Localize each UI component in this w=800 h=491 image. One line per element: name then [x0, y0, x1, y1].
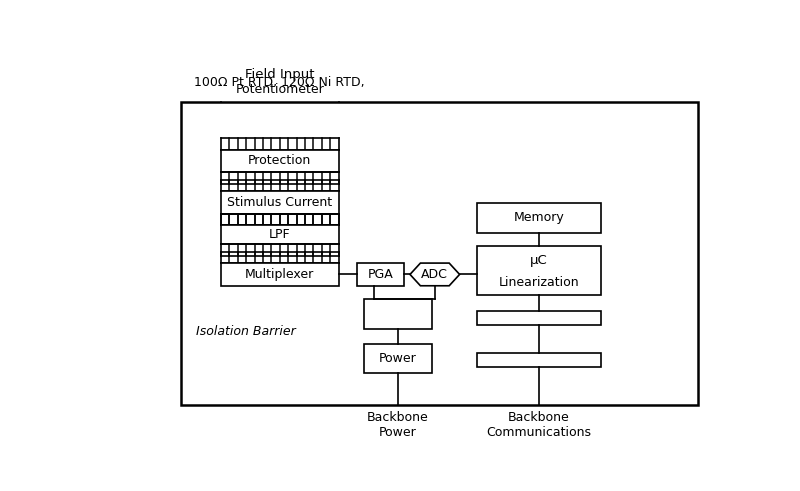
Bar: [358, 263, 404, 286]
Text: μC: μC: [530, 254, 548, 267]
Text: Protection: Protection: [248, 155, 311, 167]
Text: Stimulus Current: Stimulus Current: [227, 196, 332, 209]
Text: Field Input: Field Input: [245, 68, 314, 82]
Bar: [477, 353, 601, 367]
Text: Memory: Memory: [514, 211, 564, 224]
Bar: [477, 311, 601, 326]
Text: LPF: LPF: [269, 228, 290, 241]
Bar: [181, 103, 698, 405]
Text: Isolation Barrier: Isolation Barrier: [196, 325, 296, 337]
Bar: [221, 191, 338, 214]
Text: PGA: PGA: [368, 268, 394, 281]
Bar: [221, 150, 338, 172]
Text: Backbone
Power: Backbone Power: [366, 410, 429, 438]
Bar: [363, 344, 432, 373]
Text: Potentiometer: Potentiometer: [235, 83, 324, 97]
Bar: [477, 246, 601, 295]
Text: Power: Power: [378, 352, 417, 365]
Text: Linearization: Linearization: [498, 276, 579, 289]
Bar: [363, 299, 432, 329]
Bar: [221, 263, 338, 286]
Bar: [221, 225, 338, 244]
Polygon shape: [410, 263, 459, 286]
Text: Multiplexer: Multiplexer: [245, 268, 314, 281]
Text: Backbone
Communications: Backbone Communications: [486, 410, 591, 438]
Bar: [477, 203, 601, 233]
Text: ADC: ADC: [422, 268, 448, 281]
Text: 100Ω Pt RTD, 120Ω Ni RTD,: 100Ω Pt RTD, 120Ω Ni RTD,: [194, 76, 365, 89]
